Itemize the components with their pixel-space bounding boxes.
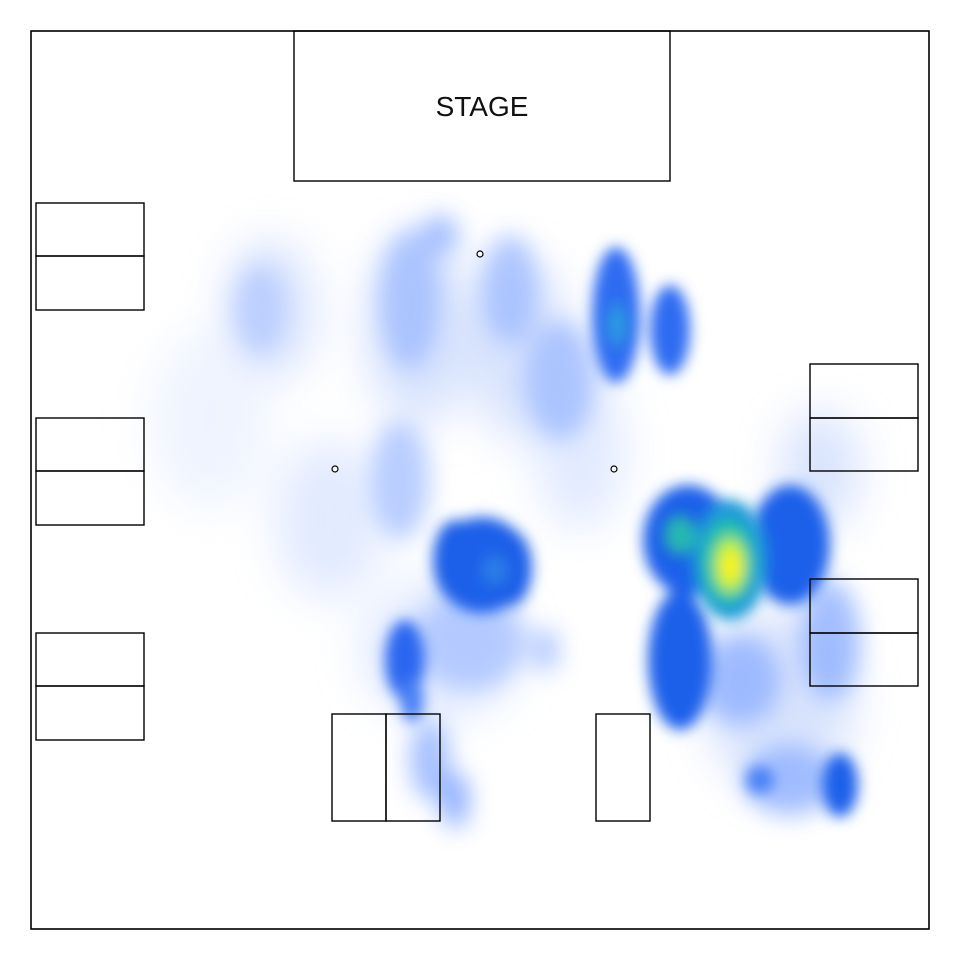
crowd-heatmap <box>150 215 860 828</box>
pillar-marker <box>476 250 484 258</box>
pillar-marker <box>331 465 339 473</box>
booth-floor-2[interactable] <box>595 713 651 822</box>
booth-right-1b[interactable] <box>809 417 919 472</box>
stage: STAGE <box>293 30 671 182</box>
stage-box <box>293 30 671 182</box>
left-booths <box>35 202 145 741</box>
booth-left-1a[interactable] <box>35 202 145 257</box>
booth-right-1a[interactable] <box>809 363 919 419</box>
booth-floor-1a[interactable] <box>331 713 387 822</box>
pillars <box>331 250 618 473</box>
booth-left-1b[interactable] <box>35 255 145 311</box>
booth-right-2a[interactable] <box>809 578 919 634</box>
booth-floor-1b[interactable] <box>385 713 441 822</box>
pillar-marker <box>610 465 618 473</box>
booth-left-3a[interactable] <box>35 632 145 687</box>
floor-booths <box>331 713 651 822</box>
booth-left-3b[interactable] <box>35 685 145 741</box>
right-booths <box>809 363 919 687</box>
booth-left-2a[interactable] <box>35 417 145 472</box>
booth-left-2b[interactable] <box>35 470 145 526</box>
stage-label: STAGE <box>436 91 529 122</box>
booth-right-2b[interactable] <box>809 632 919 687</box>
